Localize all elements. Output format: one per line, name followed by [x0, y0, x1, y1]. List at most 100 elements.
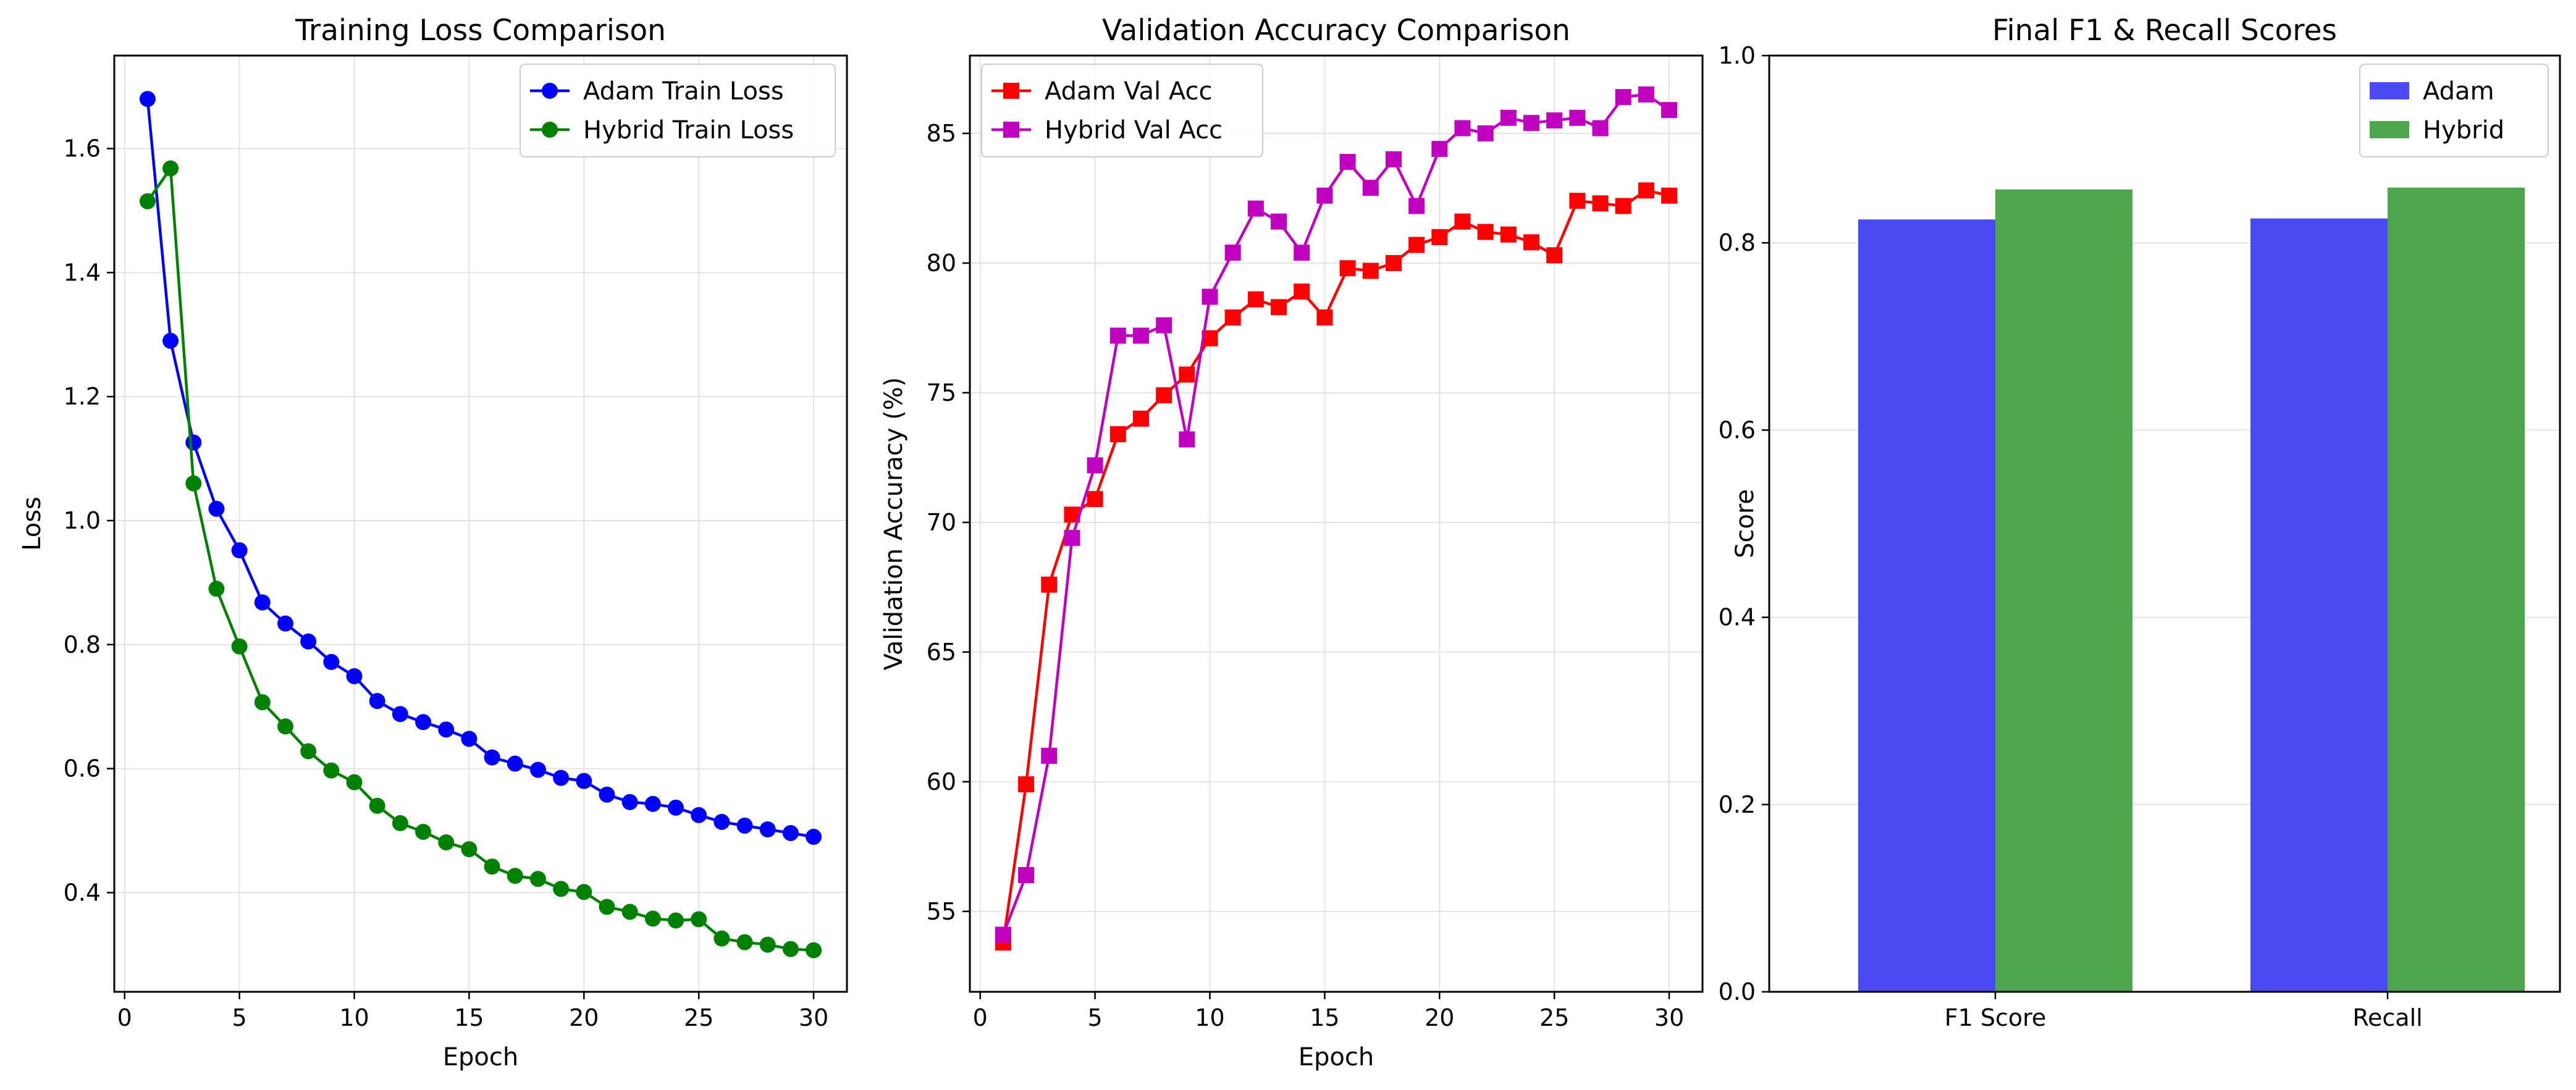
y-tick-label: 0.6: [1719, 416, 1756, 443]
data-point: [736, 934, 753, 950]
data-point: [1615, 198, 1631, 214]
data-point: [1224, 245, 1241, 261]
legend-label: Hybrid: [2423, 116, 2504, 145]
data-point: [1454, 213, 1471, 230]
bar: [1858, 219, 1995, 992]
data-point: [782, 824, 799, 841]
data-point: [553, 769, 570, 786]
data-point: [806, 829, 822, 845]
x-tick-label: 10: [1195, 1004, 1224, 1031]
data-point: [254, 594, 271, 611]
data-point: [1294, 245, 1310, 261]
y-tick-label: 1.2: [64, 383, 101, 410]
training-loss-legend: Adam Train Loss Hybrid Train Loss: [520, 64, 836, 157]
data-point: [599, 786, 615, 803]
y-tick-label: 1.0: [1719, 42, 1756, 69]
data-point: [346, 668, 363, 684]
data-point: [553, 881, 570, 897]
data-point: [1224, 309, 1241, 326]
data-point: [1247, 200, 1264, 217]
data-point: [415, 823, 432, 840]
x-tick-label: 20: [1425, 1004, 1454, 1031]
data-point: [1271, 213, 1287, 230]
validation-accuracy-xlabel: Epoch: [1299, 1043, 1374, 1071]
data-point: [1661, 187, 1678, 204]
validation-accuracy-plot: [995, 86, 1678, 951]
data-point: [995, 926, 1011, 943]
data-point: [713, 813, 730, 830]
x-tick-label: 0: [117, 1004, 132, 1031]
validation-accuracy-ylabel: Validation Accuracy (%): [880, 377, 908, 671]
data-point: [1339, 260, 1356, 277]
y-tick-label: 1.0: [64, 507, 101, 534]
y-tick-label: 55: [927, 898, 956, 925]
y-tick-label: 0.0: [1719, 978, 1756, 1005]
final-scores-panel: 0.0 0.2 0.4 0.6 0.8 1.0 F1 Score Recall Final F…: [1719, 14, 2561, 1031]
data-point: [1156, 317, 1172, 333]
data-point: [668, 912, 684, 929]
legend-label: Hybrid Val Acc: [1045, 116, 1223, 145]
y-tick-label: 80: [927, 249, 956, 277]
legend-box: [520, 64, 836, 157]
data-point: [162, 160, 179, 177]
data-point: [1247, 291, 1264, 308]
data-point: [139, 193, 156, 209]
legend-swatch-marker: [1003, 122, 1019, 138]
data-point: [392, 706, 408, 723]
data-point: [1271, 299, 1287, 316]
y-tick-label: 0.6: [64, 755, 101, 782]
data-point: [599, 899, 615, 915]
data-point: [1569, 109, 1586, 126]
data-point: [369, 693, 385, 710]
data-point: [576, 884, 592, 900]
category-label: Recall: [2352, 1004, 2422, 1031]
training-loss-ylabel: Loss: [18, 497, 46, 551]
data-point: [1431, 141, 1448, 157]
legend-label: Adam Train Loss: [583, 77, 784, 106]
validation-accuracy-title: Validation Accuracy Comparison: [1102, 14, 1570, 48]
data-point: [1477, 125, 1494, 141]
data-point: [621, 903, 638, 920]
data-point: [1638, 86, 1654, 103]
category-label: F1 Score: [1945, 1004, 2047, 1031]
training-loss-frame: [113, 54, 848, 993]
data-point: [1615, 89, 1631, 106]
data-point: [1523, 234, 1540, 251]
data-point: [1500, 226, 1517, 243]
data-point: [231, 542, 248, 559]
data-point: [1408, 237, 1425, 253]
data-point: [461, 731, 478, 747]
data-point: [644, 795, 661, 812]
data-point: [1362, 180, 1379, 196]
x-tick-label: 5: [1088, 1004, 1103, 1031]
data-point: [185, 434, 202, 451]
data-point: [529, 871, 546, 887]
data-point: [1132, 410, 1149, 427]
series-line: [146, 167, 814, 952]
final-scores-frame: [1768, 54, 2561, 993]
data-point: [277, 615, 293, 632]
x-tick-label: 25: [684, 1004, 713, 1031]
data-point: [1638, 182, 1654, 199]
data-point: [231, 638, 248, 655]
data-point: [300, 633, 317, 650]
x-tick-label: 0: [973, 1004, 988, 1031]
x-tick-label: 15: [454, 1004, 484, 1031]
data-point: [1316, 309, 1333, 326]
data-point: [668, 799, 684, 816]
legend-box: [981, 64, 1263, 157]
x-tick-label: 30: [1654, 1004, 1684, 1031]
data-point: [323, 653, 340, 670]
data-point: [713, 930, 730, 947]
validation-accuracy-frame: [969, 54, 1704, 993]
bar: [1995, 189, 2132, 992]
x-tick-label: 5: [232, 1004, 247, 1031]
training-loss-xlabel: Epoch: [443, 1043, 518, 1071]
data-point: [1454, 120, 1471, 136]
data-point: [782, 941, 799, 957]
y-tick-label: 0.8: [1719, 229, 1756, 256]
legend-swatch-marker: [542, 83, 558, 99]
data-point: [300, 743, 317, 760]
y-tick-label: 60: [927, 768, 956, 795]
data-point: [1408, 198, 1425, 214]
